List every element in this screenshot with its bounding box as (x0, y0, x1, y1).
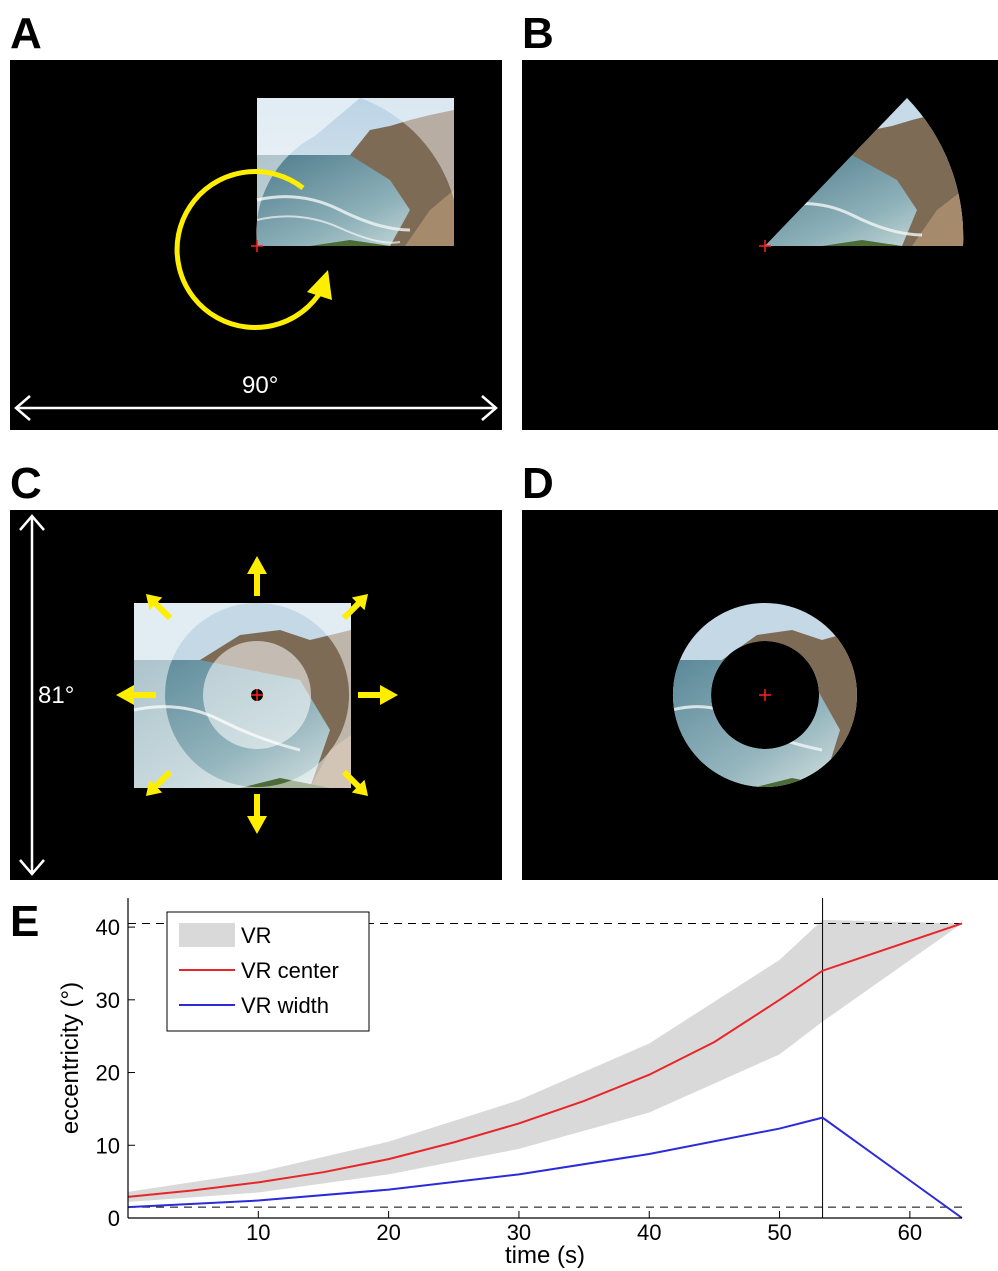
x-tick-label: 10 (246, 1220, 270, 1245)
width-arrow-icon (14, 395, 498, 421)
panel-a-stimulus: 90° (10, 60, 502, 430)
rotation-arrow-icon (174, 169, 329, 331)
panel-c-stimulus: 81° (10, 510, 502, 880)
vr-band-area (128, 919, 962, 1202)
panel-d-stimulus (522, 510, 998, 880)
y-tick-label: 10 (96, 1133, 120, 1158)
y-tick-label: 30 (96, 988, 120, 1013)
x-axis-label: time (s) (505, 1242, 585, 1269)
panel-a-letter: A (10, 9, 42, 58)
vr-width-line (127, 1116, 963, 1219)
legend-label: VR width (241, 993, 329, 1018)
panel-c-letter: C (10, 459, 42, 508)
panel-b-letter: B (522, 9, 554, 58)
height-arrow-icon (19, 514, 45, 876)
y-tick-label: 20 (96, 1061, 120, 1086)
x-tick-label: 50 (767, 1220, 791, 1245)
fixation-cross-icon (251, 240, 263, 252)
x-tick-label: 40 (637, 1220, 661, 1245)
panel-b-stimulus (522, 60, 998, 430)
x-tick-label: 60 (898, 1220, 922, 1245)
y-tick-label: 40 (96, 915, 120, 940)
eccentricity-chart: 10 20 30 40 50 60 0 10 20 30 40 time (s) eccentric… (57, 898, 963, 1269)
height-angle-label: 81° (38, 682, 75, 709)
x-tick-label: 30 (507, 1220, 531, 1245)
legend-swatch-vr (179, 923, 235, 947)
y-tick-label: 0 (108, 1206, 120, 1231)
fixation-cross-icon (759, 240, 771, 252)
legend-label: VR (241, 923, 272, 948)
fixation-cross-icon (759, 689, 771, 701)
panel-d-letter: D (522, 459, 554, 508)
vr-center-line (127, 922, 963, 1198)
fixation-cross-icon (251, 689, 263, 701)
legend-label: VR center (241, 958, 339, 983)
rotation-arrowhead-icon (307, 270, 332, 300)
image-mask-overlay (134, 603, 351, 788)
expansion-arrows-icon (116, 556, 398, 834)
panel-e-letter: E (10, 897, 40, 946)
y-axis-label: eccentricity (°) (57, 982, 84, 1134)
width-angle-label: 90° (242, 372, 279, 399)
wedge-image (765, 98, 964, 246)
image-mask-overlay (256, 98, 360, 246)
x-tick-label: 20 (376, 1220, 400, 1245)
